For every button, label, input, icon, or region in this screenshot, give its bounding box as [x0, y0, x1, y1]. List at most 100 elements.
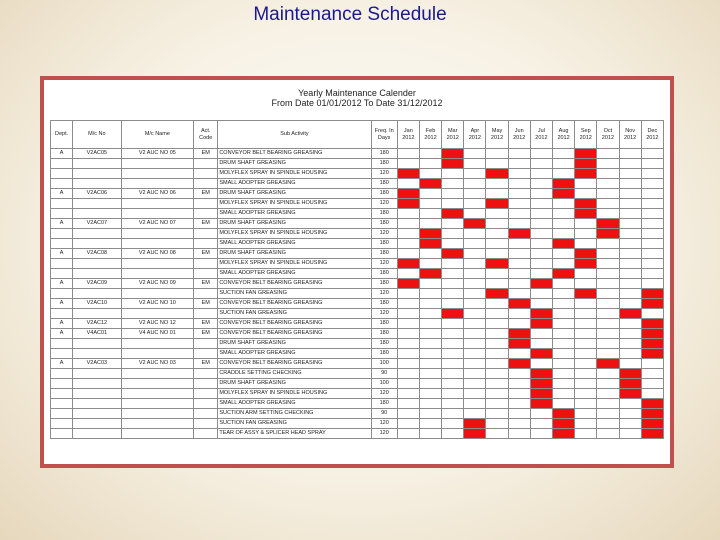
month-cell-sep: [574, 408, 598, 419]
month-cell-feb: [418, 148, 443, 159]
month-cell-dec: [640, 358, 665, 369]
act-code-cell: [193, 178, 219, 189]
month-cell-jun: [507, 218, 531, 229]
dept-cell: A: [49, 248, 74, 259]
month-cell-nov: [618, 358, 642, 369]
mc-no-cell: [72, 378, 122, 389]
freq-cell: 180: [370, 318, 398, 329]
act-code-cell: EM: [193, 148, 219, 159]
month-cell-nov: [618, 418, 642, 429]
month-cell-feb: [418, 218, 443, 229]
month-cell-dec: [640, 328, 665, 339]
month-cell-feb: [418, 288, 443, 299]
mc-no-cell: [72, 288, 122, 299]
month-cell-mar: [441, 428, 465, 439]
month-cell-may: [485, 408, 509, 419]
mc-no-cell: [72, 308, 122, 319]
month-cell-nov: [618, 248, 642, 259]
dept-cell: [49, 378, 74, 389]
month-cell-jun: [507, 378, 531, 389]
month-cell-apr: [463, 368, 487, 379]
month-cell-jan: [396, 338, 420, 349]
month-cell-apr: [463, 158, 487, 169]
mc-no-cell: [72, 178, 122, 189]
mc-name-cell: [120, 378, 195, 389]
sub-activity-cell: MOLYFLEX SPRAY IN SPINDLE HOUSING: [217, 198, 372, 209]
month-cell-apr: [463, 188, 487, 199]
month-cell-jan: [396, 348, 420, 359]
dept-cell: [49, 398, 74, 409]
sub-activity-cell: DRUM SHAFT GREASING: [217, 188, 372, 199]
month-cell-jun: [507, 248, 531, 259]
month-cell-feb: [418, 238, 443, 249]
mc-name-cell: V2 AUC NO 06: [120, 188, 195, 199]
freq-cell: 120: [370, 428, 398, 439]
month-cell-nov: [618, 178, 642, 189]
month-cell-dec: [640, 248, 665, 259]
month-cell-apr: [463, 228, 487, 239]
month-cell-jan: [396, 418, 420, 429]
mc-no-cell: [72, 268, 122, 279]
col-header-feb: Feb 2012: [418, 120, 443, 149]
month-cell-dec: [640, 388, 665, 399]
mc-no-cell: [72, 398, 122, 409]
mc-no-cell: V2AC10: [72, 298, 122, 309]
freq-cell: 180: [370, 268, 398, 279]
dept-cell: [49, 168, 74, 179]
month-cell-apr: [463, 418, 487, 429]
mc-no-cell: [72, 418, 122, 429]
month-cell-jan: [396, 298, 420, 309]
month-cell-jul: [529, 218, 553, 229]
dept-cell: A: [49, 298, 74, 309]
mc-name-cell: V2 AUC NO 05: [120, 148, 195, 159]
month-cell-may: [485, 328, 509, 339]
month-cell-oct: [596, 218, 620, 229]
month-cell-aug: [551, 168, 576, 179]
month-cell-dec: [640, 318, 665, 329]
freq-cell: 120: [370, 228, 398, 239]
month-cell-jan: [396, 248, 420, 259]
freq-cell: 100: [370, 358, 398, 369]
month-cell-nov: [618, 218, 642, 229]
sub-activity-cell: CONVEYOR BELT BEARING GREASING: [217, 358, 372, 369]
act-code-cell: [193, 378, 219, 389]
freq-cell: 180: [370, 158, 398, 169]
month-cell-nov: [618, 198, 642, 209]
month-cell-nov: [618, 308, 642, 319]
mc-name-cell: [120, 348, 195, 359]
month-cell-may: [485, 348, 509, 359]
month-cell-aug: [551, 298, 576, 309]
month-cell-mar: [441, 408, 465, 419]
month-cell-jun: [507, 308, 531, 319]
month-cell-feb: [418, 188, 443, 199]
month-cell-jul: [529, 198, 553, 209]
month-cell-sep: [574, 338, 598, 349]
table-row: A V2AC09 V2 AUC NO 09 EM CONVEYOR BELT BEARI…: [49, 278, 665, 289]
month-cell-dec: [640, 238, 665, 249]
sub-activity-cell: SMALL ADOPTER GREASING: [217, 398, 372, 409]
mc-name-cell: [120, 228, 195, 239]
month-cell-dec: [640, 228, 665, 239]
month-cell-apr: [463, 168, 487, 179]
sub-activity-cell: CONVEYOR BELT BEARING GREASING: [217, 328, 372, 339]
month-cell-nov: [618, 268, 642, 279]
month-cell-nov: [618, 258, 642, 269]
sub-activity-cell: CRADDLE SETTING CHECKING: [217, 368, 372, 379]
sub-activity-cell: CONVEYOR BELT BEARING GREASING: [217, 278, 372, 289]
table-row: SMALL ADOPTER GREASING 180: [49, 268, 665, 279]
month-cell-nov: [618, 148, 642, 159]
mc-name-cell: [120, 388, 195, 399]
month-cell-oct: [596, 338, 620, 349]
mc-no-cell: [72, 158, 122, 169]
month-cell-may: [485, 188, 509, 199]
month-cell-apr: [463, 298, 487, 309]
mc-no-cell: [72, 208, 122, 219]
month-cell-nov: [618, 368, 642, 379]
month-cell-nov: [618, 278, 642, 289]
month-cell-dec: [640, 218, 665, 229]
month-cell-jun: [507, 288, 531, 299]
month-cell-jun: [507, 328, 531, 339]
month-cell-jul: [529, 208, 553, 219]
table-row: SMALL ADOPTER GREASING 180: [49, 208, 665, 219]
month-cell-mar: [441, 218, 465, 229]
